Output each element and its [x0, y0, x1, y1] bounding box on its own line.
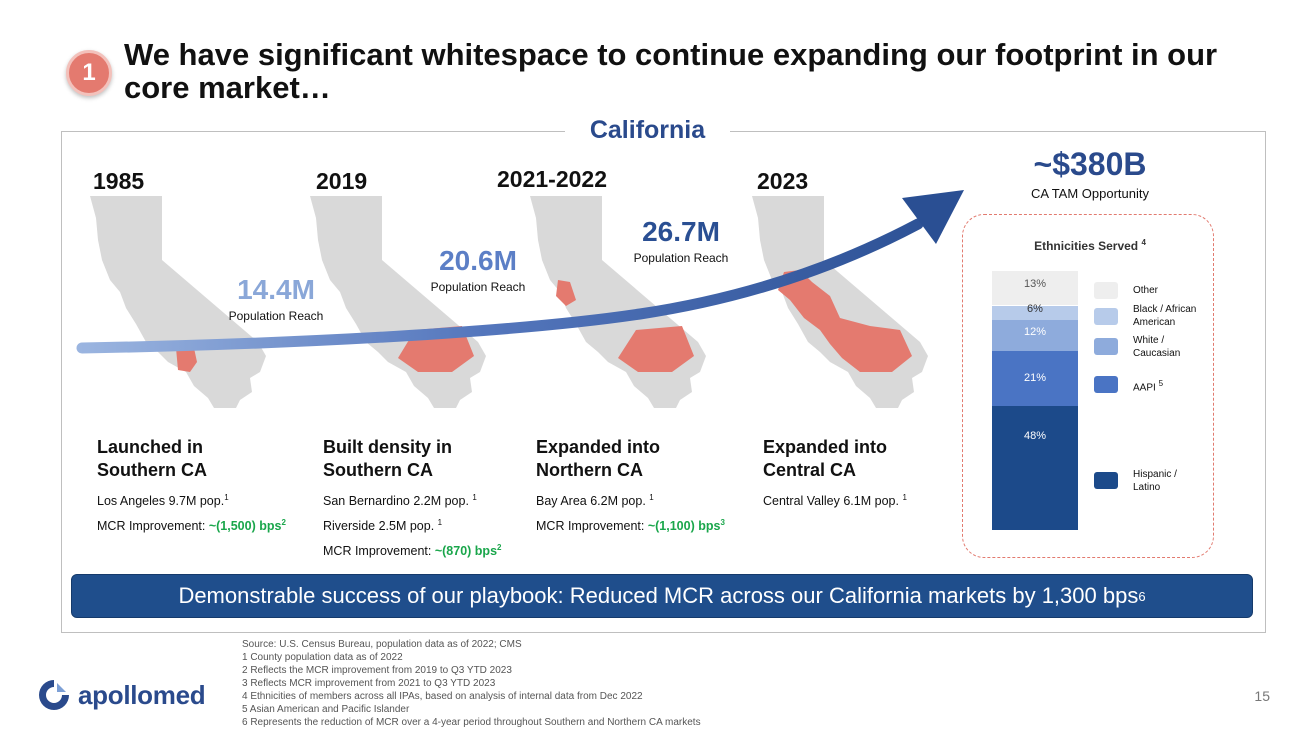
population-reach-value: 14.4M	[237, 274, 315, 305]
bar-segment-black-african-american: 6%	[992, 302, 1078, 321]
year-1985: 1985	[93, 168, 145, 194]
company-logo: apollomed	[36, 677, 206, 713]
milestone-headline: Southern CA	[323, 460, 433, 480]
bar-segment-other: 13%	[992, 271, 1078, 305]
milestone-detail: San Bernardino 2.2M pop. 1	[323, 493, 477, 509]
milestone-2023: Expanded into Central CA Central Valley …	[763, 436, 907, 512]
legend-label-black-african-american: Black / African American	[1133, 304, 1197, 328]
milestone-headline: Southern CA	[97, 460, 207, 480]
growth-arrow-head	[902, 190, 964, 244]
milestone-detail: Los Angeles 9.7M pop.1	[97, 493, 229, 509]
section-number-badge: 1	[66, 50, 112, 96]
population-reach-value: 20.6M	[439, 245, 517, 276]
tam-label: CA TAM Opportunity	[1030, 186, 1149, 201]
milestone-headline: Built density in	[323, 437, 453, 457]
milestone-2019: Built density in Southern CA San Bernard…	[323, 436, 501, 562]
growth-arrow-line	[76, 218, 924, 354]
legend-swatch-other	[1094, 282, 1118, 299]
milestone-detail: Central Valley 6.1M pop. 1	[763, 493, 907, 509]
footnote: 2 Reflects the MCR improvement from 2019…	[242, 665, 512, 676]
legend-label-white-caucasian: White / Caucasian	[1133, 335, 1181, 359]
bar-segment-label: 6%	[1027, 302, 1043, 315]
page-number: 15	[1254, 688, 1270, 704]
year-2019: 2019	[316, 168, 368, 194]
milestone-headline: Launched in	[97, 437, 204, 457]
slide-title: We have significant whitespace to contin…	[124, 37, 1218, 105]
ethnicities-panel	[962, 214, 1214, 558]
milestone-detail: Bay Area 6.2M pop. 1	[536, 493, 654, 509]
logo-mark-icon	[39, 680, 69, 710]
milestone-headline: Central CA	[763, 460, 857, 480]
bar-segment-hispanic-latino: 48%	[992, 405, 1078, 530]
footnote: 5 Asian American and Pacific Islander	[242, 704, 410, 715]
legend-label-aapi: AAPI 5	[1133, 379, 1164, 394]
population-reach-label: Population Reach	[228, 309, 324, 323]
footnotes: Source: U.S. Census Bureau, population d…	[242, 638, 701, 729]
coverage-southern-ca-2021	[618, 326, 694, 372]
footnote: 6 Represents the reduction of MCR over a…	[242, 717, 701, 728]
legend-swatch-white-caucasian	[1094, 338, 1118, 355]
coverage-central-ca	[778, 270, 912, 372]
milestone-headline: Expanded into	[763, 437, 888, 457]
legend-swatch-black-african-american	[1094, 308, 1118, 325]
population-reach-label: Population Reach	[633, 251, 729, 265]
population-reach-value: 26.7M	[642, 216, 720, 247]
tam-value: ~$380B	[1033, 146, 1147, 182]
milestone-detail: MCR Improvement: ~(1,100) bps3	[536, 518, 725, 534]
summary-banner: Demonstrable success of our playbook: Re…	[71, 574, 1253, 618]
milestone-2021-2022: Expanded into Northern CA Bay Area 6.2M …	[536, 436, 725, 537]
footnote-source: Source: U.S. Census Bureau, population d…	[242, 639, 522, 650]
bar-segment-label: 13%	[1023, 277, 1047, 290]
bar-segment-white-caucasian: 12%	[992, 320, 1078, 352]
milestone-1985: Launched in Southern CA Los Angeles 9.7M…	[97, 436, 286, 537]
footnote: 1 County population data as of 2022	[242, 652, 403, 663]
year-2021-2022: 2021-2022	[497, 166, 607, 192]
footnote: 4 Ethnicities of members across all IPAs…	[242, 691, 643, 702]
legend-label-other: Other	[1133, 285, 1159, 296]
milestone-detail: MCR Improvement: ~(1,500) bps2	[97, 518, 286, 534]
coverage-bay-area	[556, 280, 576, 306]
milestone-detail: MCR Improvement: ~(870) bps2	[323, 543, 502, 559]
bar-segment-aapi: 21%	[992, 351, 1078, 406]
milestone-headline: Expanded into	[536, 437, 661, 457]
footnote: 3 Reflects MCR improvement from 2021 to …	[242, 678, 496, 689]
milestone-detail: Riverside 2.5M pop. 1	[323, 518, 443, 534]
population-reach-label: Population Reach	[430, 280, 526, 294]
legend-swatch-aapi	[1094, 376, 1118, 393]
region-label: California	[565, 116, 730, 145]
bar-segment-label: 48%	[1023, 429, 1047, 442]
legend-swatch-hispanic-latino	[1094, 472, 1118, 489]
year-2023: 2023	[757, 168, 809, 194]
milestone-headline: Northern CA	[536, 460, 643, 480]
legend-label-hispanic-latino: Hispanic / Latino	[1133, 469, 1177, 493]
coverage-los-angeles	[176, 348, 197, 372]
logo-wordmark: apollomed	[78, 679, 206, 710]
bar-segment-label: 12%	[1023, 325, 1047, 338]
bar-segment-label: 21%	[1023, 372, 1047, 385]
ethnicities-title: Ethnicities Served 4	[1034, 238, 1146, 253]
